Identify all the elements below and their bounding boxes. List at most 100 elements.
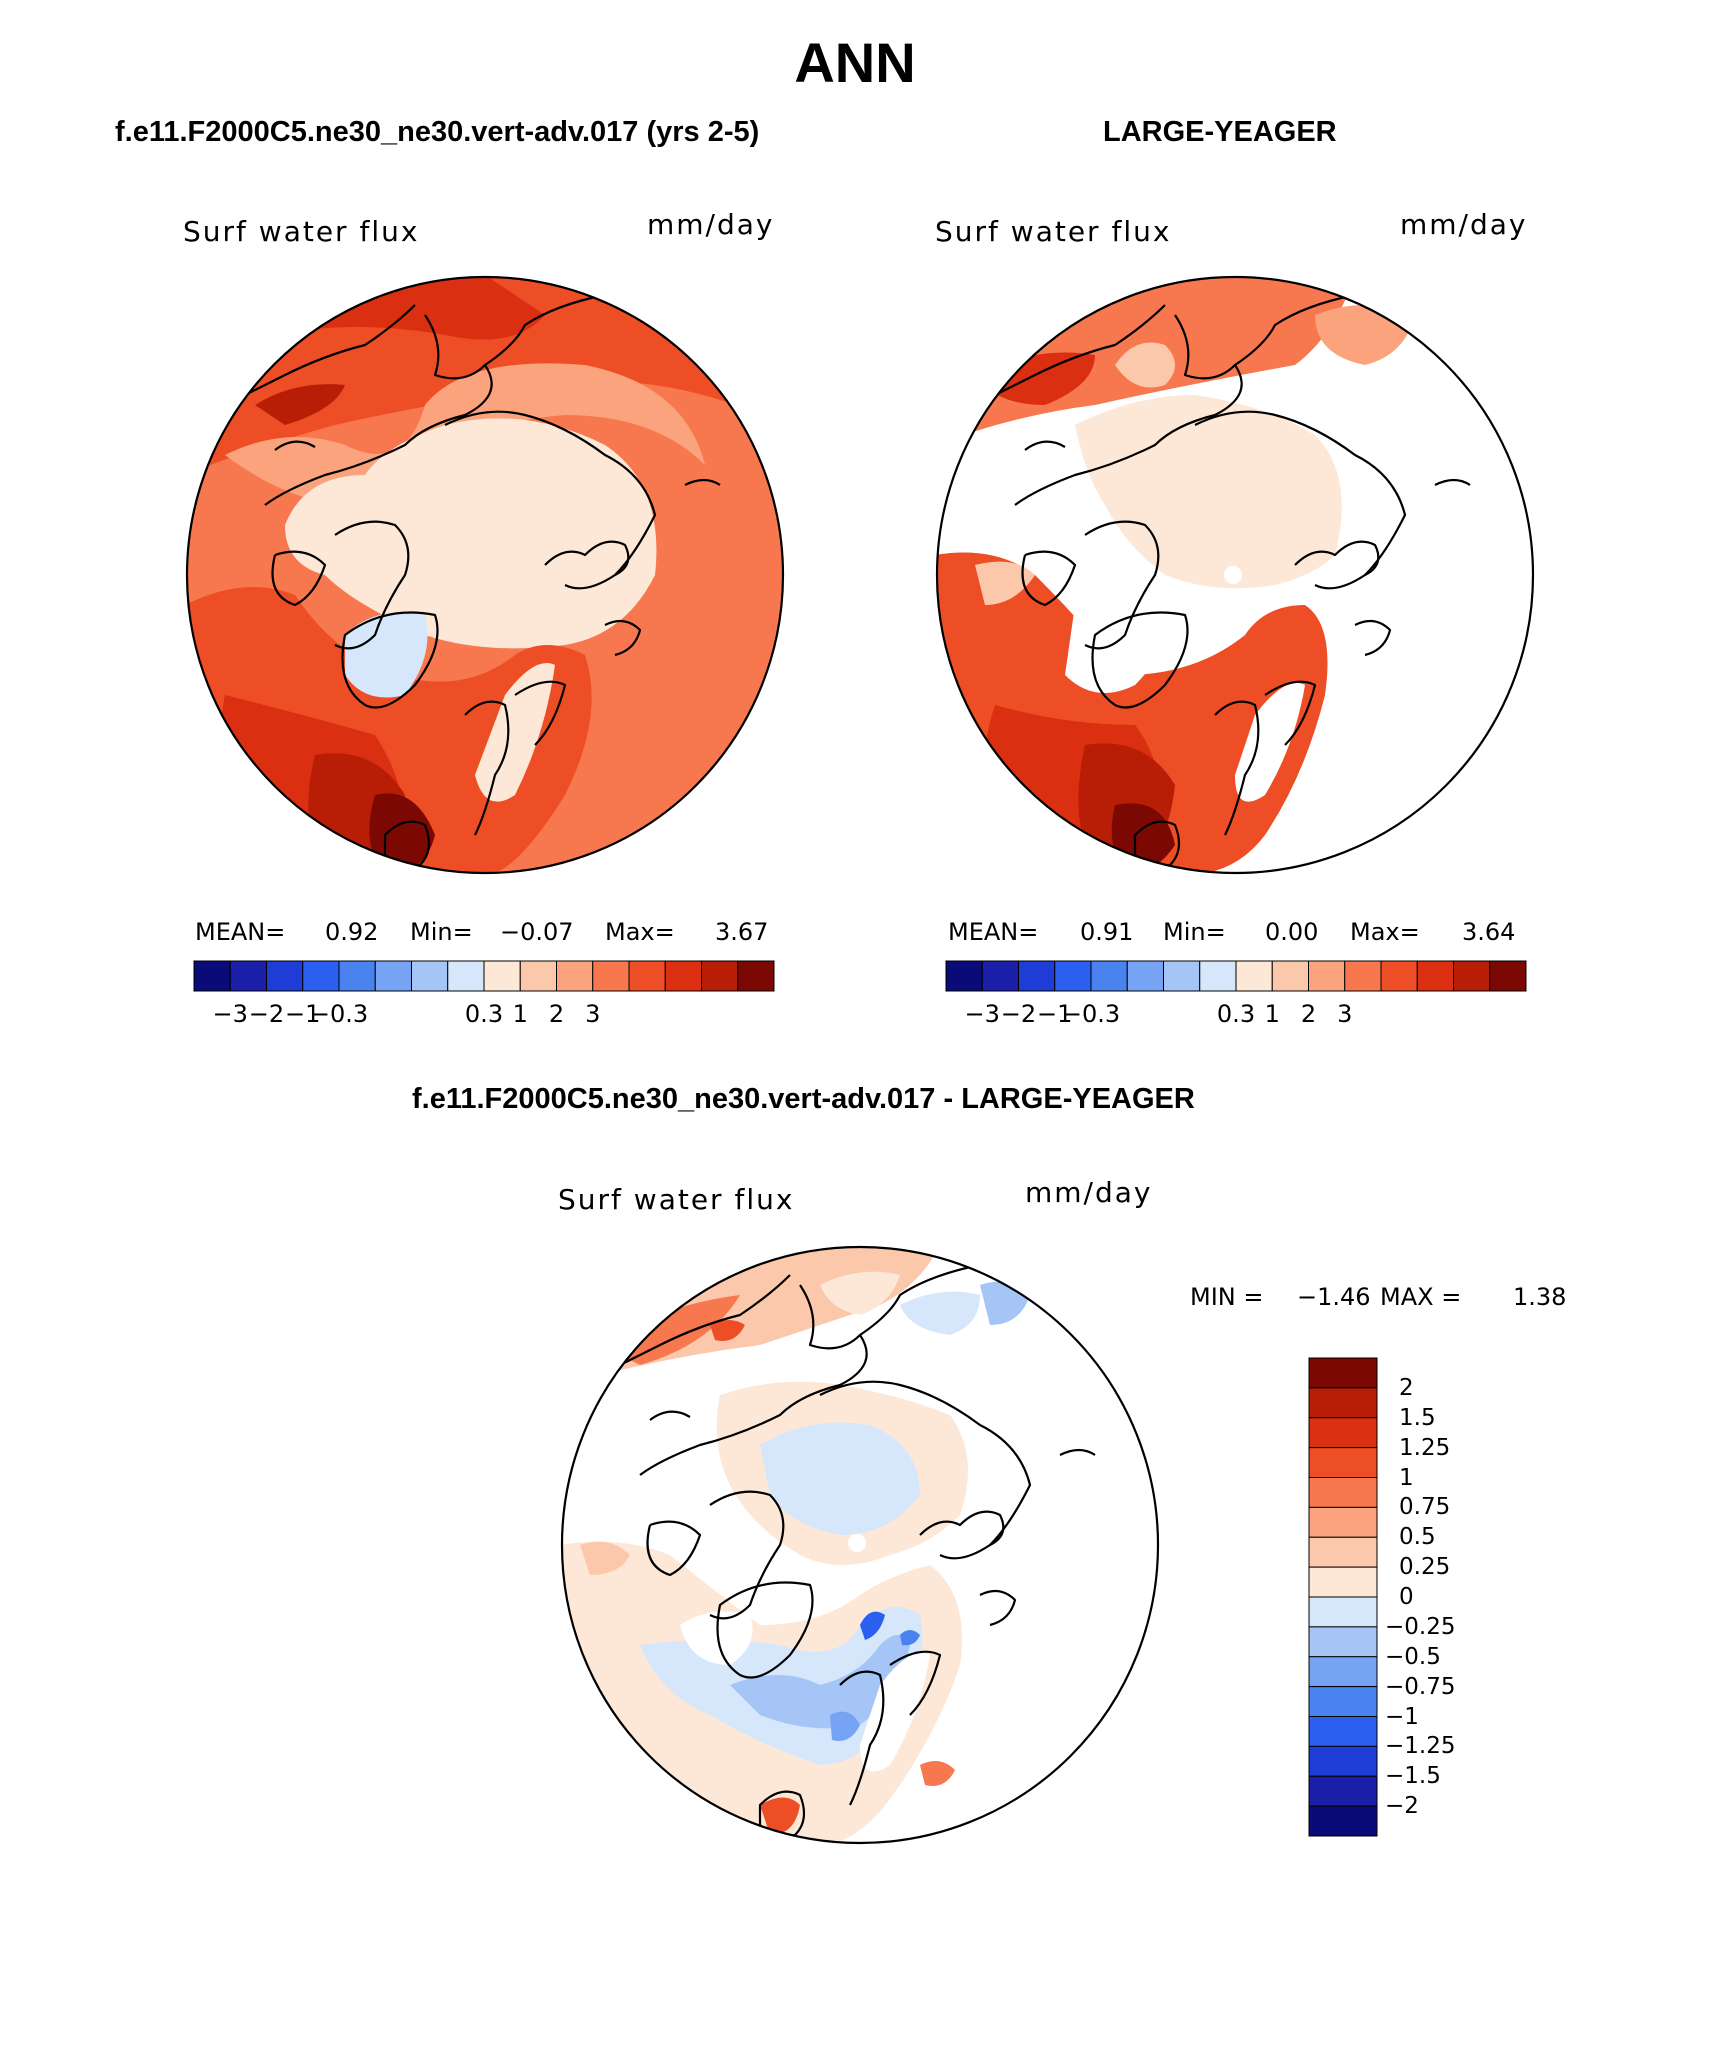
panel-control-min-value: 0.00 <box>1265 918 1319 946</box>
colorbar-tick-label: −1 <box>285 1000 321 1028</box>
panel-test-mean-value: 0.92 <box>325 918 379 946</box>
panel-difference-max-value: 1.38 <box>1513 1283 1567 1311</box>
colorbar-swatch <box>1308 1357 1378 1389</box>
colorbar-swatch <box>737 960 775 992</box>
panel-control-colorbar <box>945 960 1527 992</box>
colorbar-swatch <box>1308 1417 1378 1449</box>
colorbar-tick-label: −3 <box>212 1000 248 1028</box>
colorbar-swatch <box>1308 1536 1378 1568</box>
panel-difference-min-value: −1.46 <box>1297 1283 1371 1311</box>
colorbar-swatch <box>1308 1745 1378 1777</box>
colorbar-swatch <box>1308 1656 1378 1688</box>
panel-control-max-value: 3.64 <box>1462 918 1516 946</box>
panel-control-colorbar-ticks: −3 −2 −1 −0.3 0.3 1 2 3 <box>945 1000 1527 1030</box>
colorbar-swatch <box>701 960 739 992</box>
colorbar-tick-label: −0.75 <box>1385 1673 1456 1700</box>
panel-test-variable-label: Surf water flux <box>183 215 420 248</box>
colorbar-tick-label: −1 <box>1037 1000 1073 1028</box>
panel-difference-polar-map <box>560 1245 1160 1845</box>
colorbar-tick-label: −0.3 <box>1061 1000 1121 1028</box>
colorbar-tick-label: 1 <box>512 1000 528 1028</box>
colorbar-tick-label: 1 <box>1399 1464 1414 1491</box>
colorbar-tick-label: −2 <box>1000 1000 1037 1028</box>
colorbar-swatch <box>1308 1775 1378 1807</box>
colorbar-tick-label: 1.25 <box>1399 1434 1451 1461</box>
panel-control-max-label: Max= <box>1350 918 1420 946</box>
panel-control-min-label: Min= <box>1163 918 1226 946</box>
colorbar-tick-label: −1.5 <box>1385 1763 1441 1790</box>
colorbar-swatch <box>592 960 630 992</box>
colorbar-tick-label: −2 <box>248 1000 285 1028</box>
colorbar-tick-label: 0.75 <box>1399 1494 1451 1521</box>
colorbar-tick-label: −0.25 <box>1385 1613 1456 1640</box>
colorbar-swatch <box>302 960 340 992</box>
colorbar-tick-label: −1.25 <box>1385 1733 1456 1760</box>
colorbar-swatch <box>1271 960 1309 992</box>
colorbar-swatch <box>1308 1387 1378 1419</box>
panel-test-colorbar-ticks: −3 −2 −1 −0.3 0.3 1 2 3 <box>193 1000 775 1030</box>
panel-difference-variable-label: Surf water flux <box>558 1183 795 1216</box>
colorbar-swatch <box>556 960 594 992</box>
figure-title: ANN <box>794 31 916 94</box>
colorbar-swatch <box>981 960 1019 992</box>
colorbar-swatch <box>1380 960 1418 992</box>
colorbar-swatch <box>1344 960 1382 992</box>
colorbar-tick-label: 0 <box>1399 1584 1414 1610</box>
colorbar-tick-label: −0.3 <box>309 1000 369 1028</box>
colorbar-swatch <box>1126 960 1164 992</box>
panel-test-max-label: Max= <box>605 918 675 946</box>
panel-difference-colorbar-ticks: 2 1.5 1.25 1 0.75 0.5 0.25 0 −0.25 −0.5 −0.75 −1 −1.… <box>1385 1357 1505 1837</box>
colorbar-swatch <box>1308 960 1346 992</box>
colorbar-swatch <box>628 960 666 992</box>
colorbar-swatch <box>664 960 702 992</box>
panel-control-units-label: mm/day <box>1400 208 1528 241</box>
colorbar-swatch <box>338 960 376 992</box>
colorbar-swatch <box>1018 960 1056 992</box>
colorbar-swatch <box>447 960 485 992</box>
panel-difference-subtitle: f.e11.F2000C5.ne30_ne30.vert-adv.017 - L… <box>412 1083 1195 1115</box>
colorbar-swatch <box>1308 1596 1378 1628</box>
panel-difference-min-label: MIN = <box>1190 1283 1264 1311</box>
colorbar-swatch <box>945 960 983 992</box>
panel-control-mean-label: MEAN= <box>948 918 1039 946</box>
colorbar-swatch <box>1416 960 1454 992</box>
colorbar-swatch <box>1489 960 1527 992</box>
colorbar-swatch <box>1054 960 1092 992</box>
colorbar-swatch <box>1199 960 1237 992</box>
colorbar-swatch <box>1308 1477 1378 1508</box>
panel-control-polar-map <box>935 275 1535 875</box>
colorbar-swatch <box>374 960 412 992</box>
colorbar-tick-label: −2 <box>1385 1793 1419 1820</box>
colorbar-swatch <box>1090 960 1128 992</box>
panel-test-units-label: mm/day <box>647 208 775 241</box>
panel-control-subtitle: LARGE-YEAGER <box>1103 116 1337 148</box>
colorbar-tick-label: −0.5 <box>1385 1643 1441 1670</box>
colorbar-swatch <box>1163 960 1201 992</box>
colorbar-tick-label: 1 <box>1264 1000 1280 1028</box>
panel-test-max-value: 3.67 <box>715 918 769 946</box>
colorbar-tick-label: 2 <box>548 1000 565 1028</box>
panel-test-mean-label: MEAN= <box>195 918 286 946</box>
colorbar-tick-label: 3 <box>585 1000 601 1028</box>
colorbar-swatch <box>1308 1447 1378 1478</box>
colorbar-swatch <box>1308 1626 1378 1658</box>
colorbar-swatch <box>266 960 304 992</box>
panel-difference-colorbar <box>1308 1357 1378 1837</box>
colorbar-swatch <box>1453 960 1491 992</box>
colorbar-swatch <box>519 960 557 992</box>
colorbar-tick-label: 1.5 <box>1399 1404 1436 1431</box>
colorbar-tick-label: 3 <box>1337 1000 1353 1028</box>
colorbar-swatch <box>1308 1805 1378 1837</box>
colorbar-swatch <box>411 960 449 992</box>
panel-control-variable-label: Surf water flux <box>935 215 1172 248</box>
panel-difference-max-label: MAX = <box>1380 1283 1462 1311</box>
panel-difference-units-label: mm/day <box>1025 1176 1153 1209</box>
colorbar-swatch <box>483 960 521 992</box>
colorbar-tick-label: 2 <box>1300 1000 1317 1028</box>
colorbar-tick-label: 0.3 <box>464 1000 504 1028</box>
colorbar-swatch <box>193 960 231 992</box>
colorbar-tick-label: −1 <box>1385 1703 1419 1730</box>
colorbar-tick-label: 0.25 <box>1399 1554 1451 1581</box>
colorbar-swatch <box>1308 1566 1378 1598</box>
colorbar-swatch <box>1235 960 1273 992</box>
